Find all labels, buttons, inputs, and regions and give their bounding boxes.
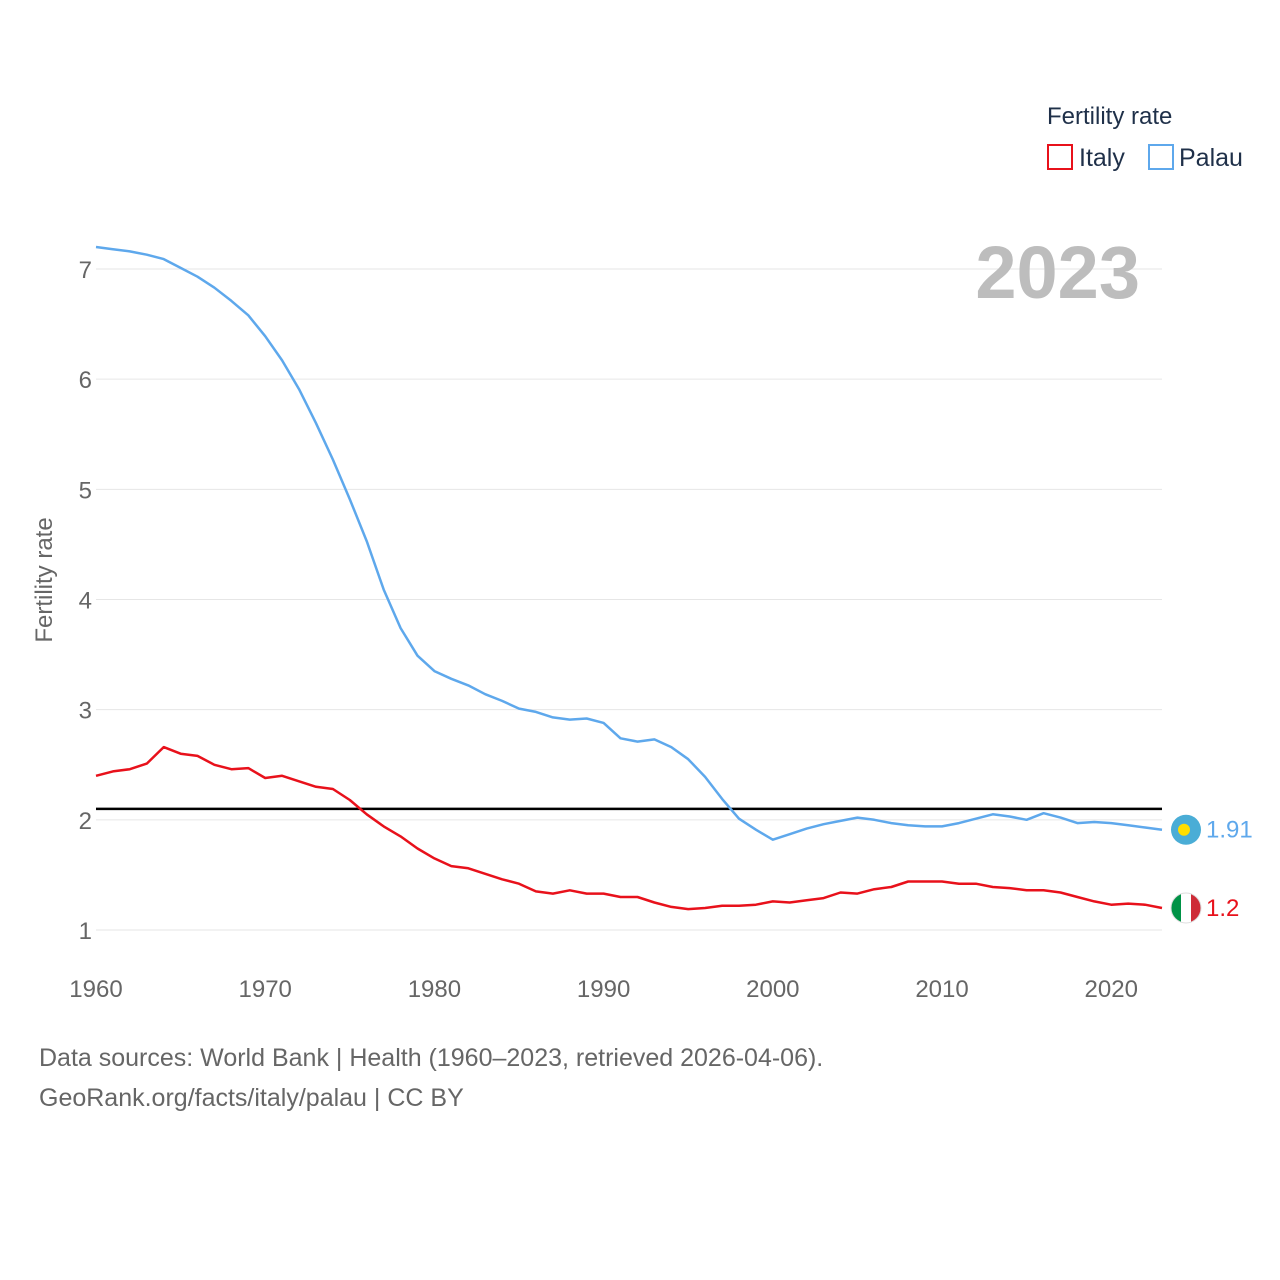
end-markers: 1.2 1.91 xyxy=(1170,814,1253,924)
y-tick-label: 3 xyxy=(79,698,92,725)
gridlines xyxy=(96,268,1162,931)
italy-flag-icon xyxy=(1170,892,1202,924)
legend-label-italy: Italy xyxy=(1079,144,1125,172)
x-tick-label: 2020 xyxy=(1085,976,1138,1003)
y-tick-label: 1 xyxy=(79,918,92,945)
y-axis-ticks: 1 2 3 4 5 6 7 xyxy=(79,257,92,945)
y-tick-label: 7 xyxy=(79,257,92,284)
end-value-label-palau: 1.91 xyxy=(1206,817,1253,844)
y-tick-label: 2 xyxy=(79,808,92,835)
series-lines xyxy=(95,245,1163,911)
y-axis-label: Fertility rate xyxy=(31,517,58,642)
x-tick-label: 1990 xyxy=(577,976,630,1003)
x-axis-ticks: 1960 1970 1980 1990 2000 2010 2020 xyxy=(69,976,1138,1003)
legend-label-palau: Palau xyxy=(1179,144,1243,172)
legend-swatch-palau xyxy=(1148,144,1174,170)
end-value-label-italy: 1.2 xyxy=(1206,895,1239,922)
y-tick-label: 6 xyxy=(79,367,92,394)
legend-title: Fertility rate xyxy=(1047,103,1172,130)
year-label: 2023 xyxy=(975,231,1140,314)
y-tick-label: 4 xyxy=(79,588,92,615)
x-tick-label: 2010 xyxy=(915,976,968,1003)
palau-flag-icon xyxy=(1171,814,1201,845)
legend-swatch-italy xyxy=(1047,144,1073,170)
y-tick-label: 5 xyxy=(79,477,92,504)
footer-link[interactable]: GeoRank.org/facts/italy/palau | CC BY xyxy=(39,1084,464,1112)
x-tick-label: 1980 xyxy=(408,976,461,1003)
footer-source: Data sources: World Bank | Health (1960–… xyxy=(39,1044,824,1072)
x-tick-label: 1970 xyxy=(239,976,292,1003)
x-tick-label: 2000 xyxy=(746,976,799,1003)
series-line-italy[interactable] xyxy=(95,745,1163,911)
legend-item-palau[interactable]: Palau xyxy=(1148,144,1243,172)
legend: Fertility rate Italy Palau xyxy=(1047,103,1243,172)
series-line-palau[interactable] xyxy=(95,245,1163,841)
x-tick-label: 1960 xyxy=(69,976,122,1003)
legend-item-italy[interactable]: Italy xyxy=(1047,144,1125,172)
